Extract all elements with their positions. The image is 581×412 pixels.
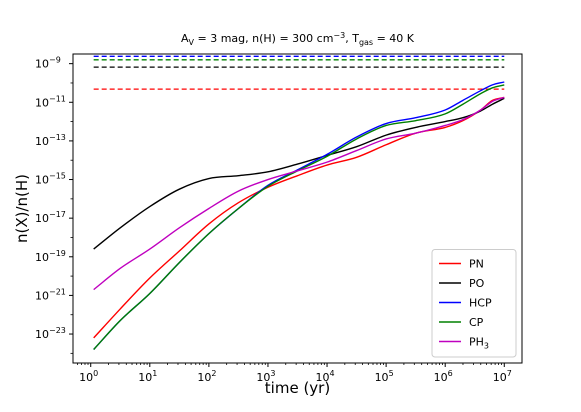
legend-box [431, 249, 517, 358]
y-tick-label: 10−17 [35, 210, 66, 225]
y-tick-label: 10−11 [35, 94, 66, 109]
y-tick-label: 10−19 [35, 249, 66, 264]
chart-title: AV​ = 3 mag, n(H) = 300 cm−3​, Tgas​ = 4… [181, 31, 415, 47]
y-tick-label: 10−15 [35, 172, 66, 187]
x-axis-label: time (yr) [265, 379, 330, 397]
legend: PN PO HCP CP PH3 [431, 249, 517, 358]
y-tick-label: 10−13 [35, 133, 66, 148]
x-tick-label: 105 [375, 369, 394, 384]
x-tick-label: 101 [138, 369, 157, 384]
x-tick-label: 107 [493, 369, 512, 384]
y-tick-label: 10−9 [35, 56, 61, 71]
legend-label-po: PO [469, 277, 485, 290]
y-tick-label: 10−23 [35, 326, 66, 341]
x-tick-label: 100 [79, 369, 98, 384]
legend-label-pn: PN [469, 258, 484, 271]
y-tick-label: 10−21 [35, 287, 66, 302]
series-line-cp [93, 84, 505, 350]
x-tick-label: 106 [434, 369, 453, 384]
x-tick-label: 102 [197, 369, 216, 384]
legend-label-hcp: HCP [469, 297, 492, 310]
series-line-ph3 [93, 96, 505, 291]
y-axis-label: n(X)/n(H) [13, 174, 31, 243]
series-line-po [93, 97, 505, 250]
x-tick-label: 103 [256, 369, 275, 384]
legend-label-ph3: PH3 [469, 336, 489, 351]
plot-frame [72, 53, 523, 364]
x-tick-label: 104 [315, 369, 334, 384]
plot-area [93, 55, 505, 350]
legend-label-cp: CP [469, 316, 484, 329]
